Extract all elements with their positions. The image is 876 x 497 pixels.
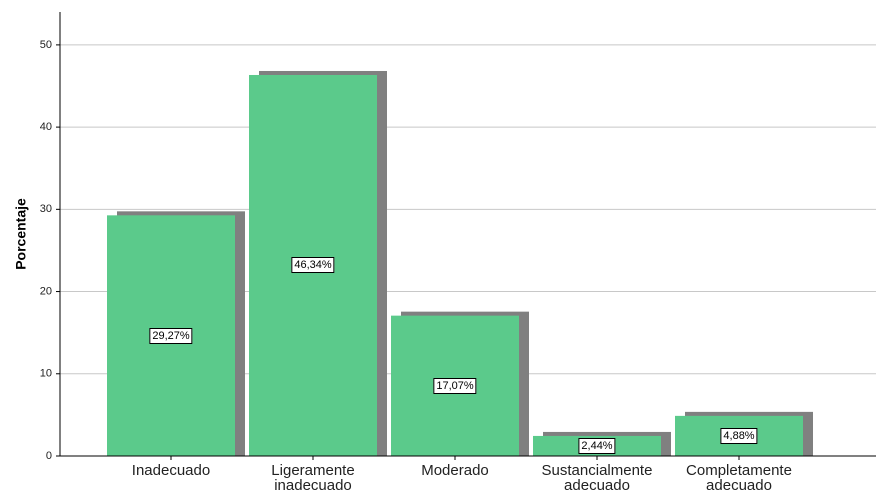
x-tick-label: Inadecuado: [131, 462, 211, 479]
x-tick-label: Completamente adecuado: [686, 462, 792, 494]
data-label: 29,27%: [149, 327, 193, 344]
x-tick-label: Ligeramente inadecuado: [271, 462, 355, 494]
x-tick-label: Moderado: [421, 462, 489, 479]
data-label: 46,34%: [291, 257, 335, 274]
y-tick-label: 0: [46, 450, 52, 462]
data-label: 17,07%: [433, 377, 477, 394]
y-tick-label: 30: [40, 203, 52, 215]
y-tick-label: 20: [40, 285, 52, 297]
y-tick-label: 10: [40, 368, 52, 380]
y-tick-label: 40: [40, 121, 52, 133]
data-label: 2,44%: [578, 437, 616, 454]
data-label: 4,88%: [720, 427, 758, 444]
y-axis-label: Porcentaje: [13, 198, 29, 270]
y-tick-label: 50: [40, 39, 52, 51]
x-tick-label: Sustancialmente adecuado: [541, 462, 653, 494]
